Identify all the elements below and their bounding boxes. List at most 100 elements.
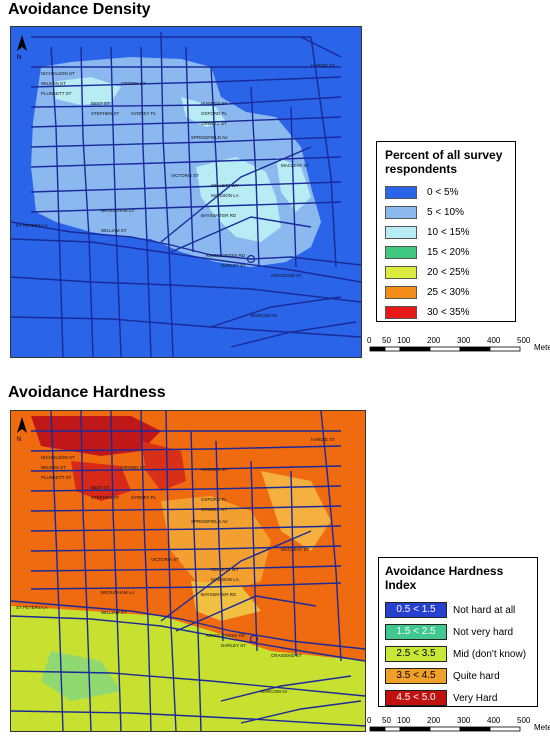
scale-bar-graphic [369,346,521,352]
scale-segment [429,346,461,352]
scale-tick-label: 50 [382,336,391,345]
density-zone-10-15-b [181,97,226,127]
street-label: HUGHES ST [201,101,228,106]
scale-bar-hardness: 0 50 100 200 300 400 500Meters [366,716,550,736]
road-network [11,31,361,357]
legend-swatch: 3.5 < 4.5 [385,668,447,684]
density-legend-row: 0 < 5% [385,182,507,202]
street-label: CRAIGEND ST [271,653,302,658]
hardness-zone-very-hard-c [141,441,186,491]
hardness-legend-row: 0.5 < 1.5 Not hard at all [385,599,531,621]
legend-label: 30 < 35% [427,306,470,318]
legend-swatch [385,305,417,319]
legend-label: 0 < 5% [427,186,459,198]
legend-swatch [385,285,417,299]
street-label: MACLEAY ST [281,163,309,168]
street-label: KINGS CROSS RD [206,633,246,638]
hardness-zone-quite-hard-a [161,496,271,591]
scale-tick-label: 0 [367,336,372,345]
hardness-zone-mid [11,606,365,731]
street-label: WILLIAM ST [101,228,127,233]
street-label: BAYSWATER RD [201,213,237,218]
density-legend-title: Percent of all survey respondents [385,148,503,176]
scale-bar-density: 0 50 100 200 300 400 500Meters [366,336,550,356]
hardness-legend-rows: 0.5 < 1.5 Not hard at all 1.5 < 2.5 Not ver… [385,599,531,709]
scale-segment [399,346,431,352]
scale-segment [489,346,521,352]
legend-label: Mid (don't know) [453,648,527,660]
road-network [11,411,365,731]
street-label: SPRINGFIELD AV [191,135,228,140]
street-label: SPRINGFIELD AV [191,519,228,524]
kings-cross-marker [246,254,256,264]
street-label: BAYSWATER RD [201,592,237,597]
street-label: ST PETERS LA [16,223,48,228]
legend-label: Very Hard [453,692,498,704]
scale-unit-label: Meters [534,343,550,352]
scale-tick-label: 500 [517,336,531,345]
kings-cross-marker [249,634,259,644]
scale-tick-label: 0 [367,716,372,725]
street-label: SYDNEY PL [131,495,157,500]
legend-swatch [385,205,417,219]
map-title-hardness: Avoidance Hardness [8,384,166,401]
legend-swatch: 4.5 < 5.0 [385,690,447,706]
avoidance-hardness-map[interactable]: NICHOLSON ST WILSON ST PLUNKETT ST CROWN… [10,410,366,732]
street-label: ORWELL ST [201,121,227,126]
legend-label: Not very hard [453,626,514,638]
hardness-legend-row: 4.5 < 5.0 Very Hard [385,687,531,709]
scale-segment [384,346,401,352]
street-label: KINGS CROSS RD [206,253,246,258]
street-label: NICHOLSON ST [41,71,75,76]
street-labels: NICHOLSON ST WILSON ST PLUNKETT ST CROWN… [16,63,335,318]
street-label: BEST ST [91,101,110,106]
scale-tick-label: 300 [457,336,471,345]
street-label: WILLIAM ST [101,610,127,615]
hardness-zone-very-hard-a [31,416,161,456]
legend-label: 10 < 15% [427,226,470,238]
street-label: BEST ST [91,485,110,490]
scale-segment [399,726,431,732]
street-label: VICTORIA ST [171,173,199,178]
north-arrow-icon: N [17,417,27,443]
street-label: HUGHES ST [201,467,228,472]
street-label: BROUGHAM LA [101,208,134,213]
scale-tick-label: 200 [427,716,441,725]
legend-swatch: 2.5 < 3.5 [385,646,447,662]
hardness-legend: Avoidance Hardness Index 0.5 < 1.5 Not ha… [378,557,538,707]
street-label: WILSON ST [41,465,66,470]
street-label: CROWN ST [121,465,146,470]
density-legend-row: 5 < 10% [385,202,507,222]
map-title-density: Avoidance Density [8,1,151,18]
density-legend-row: 30 < 35% [385,302,507,322]
avoidance-density-map[interactable]: NICHOLSON ST WILSON ST PLUNKETT ST CROWN… [10,26,362,358]
hardness-legend-title: Avoidance Hardness Index [385,564,504,592]
scale-tick-label: 500 [517,716,531,725]
legend-label: 20 < 25% [427,266,470,278]
street-label: BARCOM AV [251,313,277,318]
street-label: MANSION LA [211,193,239,198]
scale-tick-label: 400 [487,336,501,345]
street-label: CRAIGEND ST [271,273,302,278]
scale-bar-graphic [369,726,521,732]
street-labels: NICHOLSON ST WILSON ST PLUNKETT ST CROWN… [16,437,335,694]
street-label: STEPHEN ST [91,495,120,500]
street-label: STEPHEN ST [91,111,120,116]
scale-segment [369,346,386,352]
density-legend-row: 20 < 25% [385,262,507,282]
street-label: SYDNEY PL [131,111,157,116]
street-label: MACLEAY ST [281,547,309,552]
street-label: PLUNKETT ST [41,91,72,96]
street-label: KELLETT WY [211,183,239,188]
density-map-canvas: NICHOLSON ST WILSON ST PLUNKETT ST CROWN… [11,31,361,357]
scale-tick-label: 300 [457,716,471,725]
street-label: ST PETERS LA [16,605,48,610]
street-label: KELLETT WY [211,567,239,572]
legend-label: 25 < 30% [427,286,470,298]
street-label: WILSON ST [41,81,66,86]
legend-swatch [385,265,417,279]
street-label: BROUGHAM LA [101,590,134,595]
street-label: OXFORD PL [201,111,228,116]
density-legend-row: 15 < 20% [385,242,507,262]
street-label: PLUNKETT ST [41,475,72,480]
